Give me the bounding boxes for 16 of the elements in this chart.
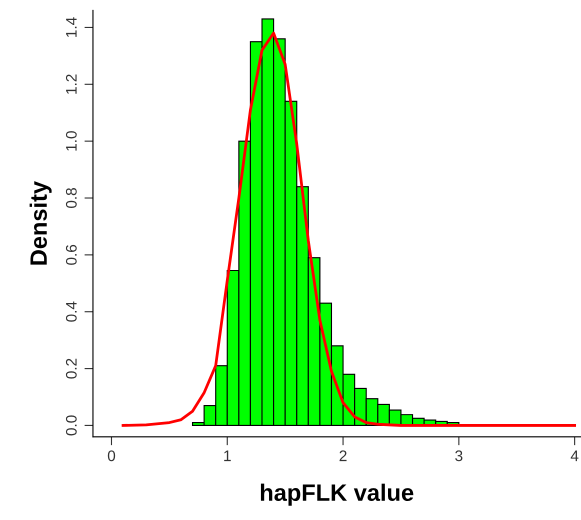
- y-tick-label: 0.0: [66, 415, 77, 436]
- y-tick-label: 0.6: [66, 244, 77, 265]
- y-tick-label: 1.4: [66, 17, 77, 37]
- x-tick-label: 4: [570, 450, 578, 462]
- x-tick-label: 1: [224, 450, 231, 462]
- x-axis-title: hapFLK value: [260, 484, 414, 506]
- y-tick-label: 1.0: [66, 131, 77, 151]
- y-axis-title: Density: [30, 181, 52, 265]
- line-series: [122, 32, 576, 427]
- y-tick-label: 0.8: [66, 188, 77, 208]
- y-tick-label: 0.2: [66, 358, 77, 379]
- y-tick-label: 1.2: [66, 74, 77, 94]
- x-tick-label: 2: [340, 450, 347, 462]
- y-tick-label: 0.4: [66, 302, 77, 322]
- x-tick-label: 0: [108, 450, 116, 462]
- x-tick-label: 3: [455, 450, 462, 462]
